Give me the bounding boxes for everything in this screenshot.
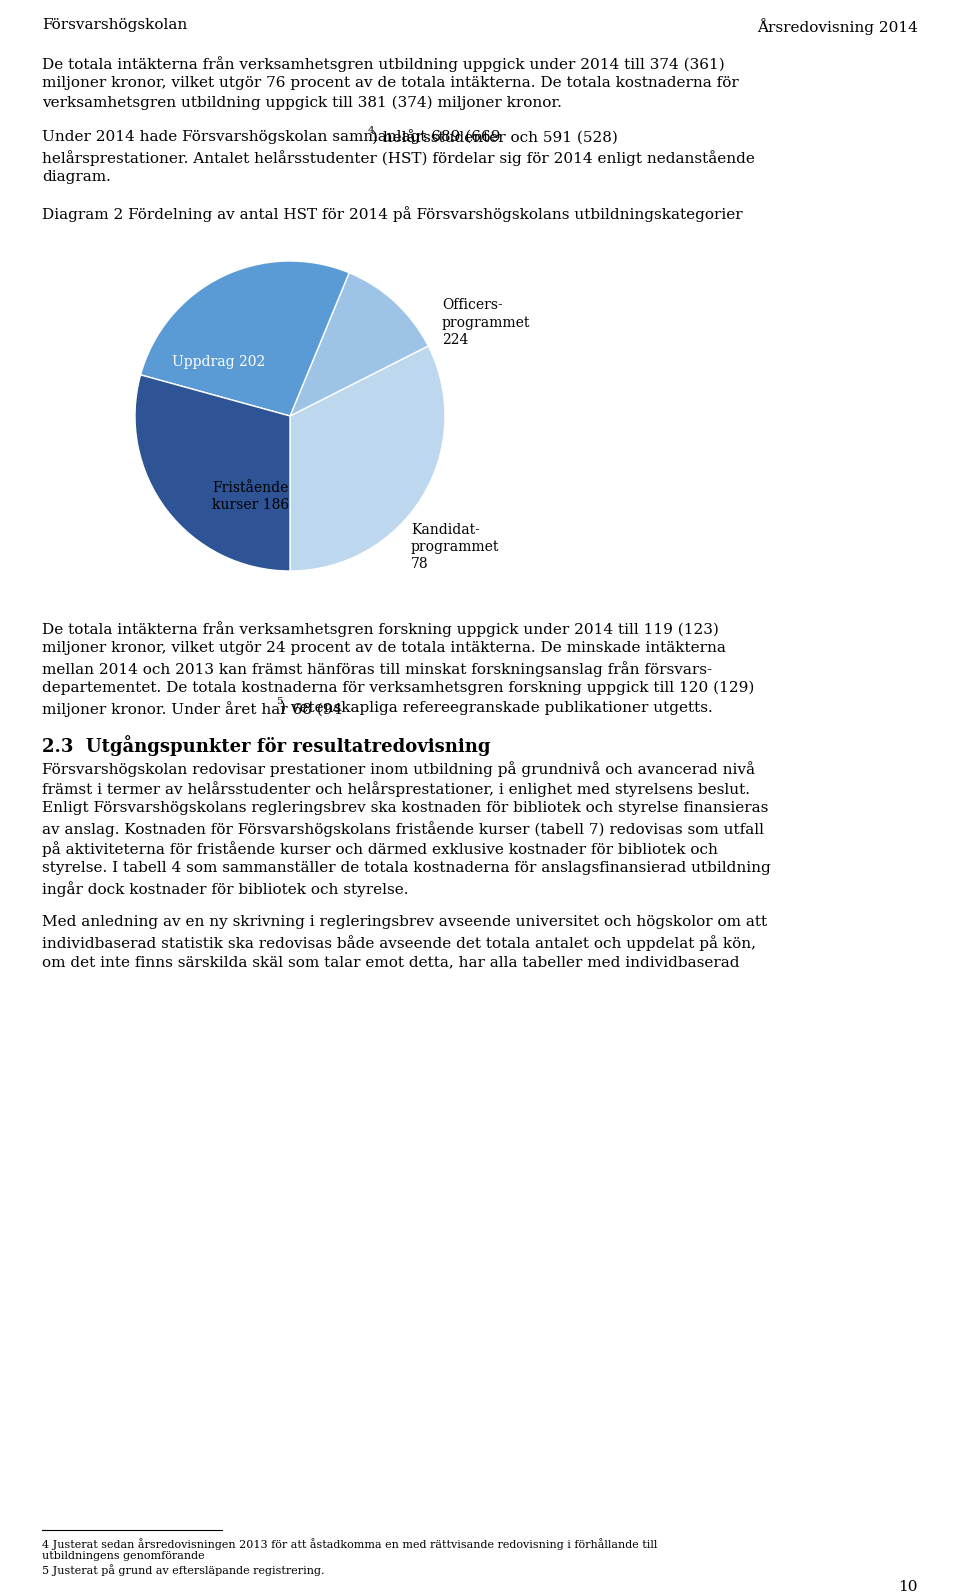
Text: Med anledning av en ny skrivning i regleringsbrev avseende universitet och högsk: Med anledning av en ny skrivning i regle… — [42, 915, 767, 929]
Text: verksamhetsgren utbildning uppgick till 381 (374) miljoner kronor.: verksamhetsgren utbildning uppgick till … — [42, 96, 562, 110]
Wedge shape — [140, 262, 349, 417]
Text: 5 Justerat på grund av eftersläpande registrering.: 5 Justerat på grund av eftersläpande reg… — [42, 1564, 324, 1575]
Text: styrelse. I tabell 4 som sammanställer de totala kostnaderna för anslagsfinansie: styrelse. I tabell 4 som sammanställer d… — [42, 860, 771, 875]
Text: miljoner kronor, vilket utgör 76 procent av de totala intäkterna. De totala kost: miljoner kronor, vilket utgör 76 procent… — [42, 77, 739, 89]
Text: om det inte finns särskilda skäl som talar emot detta, har alla tabeller med ind: om det inte finns särskilda skäl som tal… — [42, 954, 739, 969]
Text: 2.3  Utgångspunkter för resultatredovisning: 2.3 Utgångspunkter för resultatredovisni… — [42, 736, 491, 757]
Text: helårsprestationer. Antalet helårsstudenter (HST) fördelar sig för 2014 enligt n: helårsprestationer. Antalet helårsstuden… — [42, 150, 755, 166]
Text: Kandidat-
programmet
78: Kandidat- programmet 78 — [411, 522, 499, 571]
Text: mellan 2014 och 2013 kan främst hänföras till minskat forskningsanslag från förs: mellan 2014 och 2013 kan främst hänföras… — [42, 661, 712, 677]
Text: ) vetenskapliga refereegranskade publikationer utgetts.: ) vetenskapliga refereegranskade publika… — [279, 701, 712, 715]
Text: Diagram 2 Fördelning av antal HST för 2014 på Försvarshögskolans utbildningskate: Diagram 2 Fördelning av antal HST för 20… — [42, 206, 743, 222]
Wedge shape — [290, 346, 445, 571]
Wedge shape — [135, 375, 290, 571]
Text: Fristående
kurser 186: Fristående kurser 186 — [212, 480, 289, 512]
Text: Enligt Försvarshögskolans regleringsbrev ska kostnaden för bibliotek och styrels: Enligt Försvarshögskolans regleringsbrev… — [42, 801, 768, 816]
Text: Uppdrag 202: Uppdrag 202 — [172, 354, 265, 369]
Text: 4 Justerat sedan årsredovisningen 2013 för att åstadkomma en med rättvisande red: 4 Justerat sedan årsredovisningen 2013 f… — [42, 1539, 658, 1550]
Text: av anslag. Kostnaden för Försvarshögskolans fristående kurser (tabell 7) redovis: av anslag. Kostnaden för Försvarshögskol… — [42, 820, 764, 836]
Text: diagram.: diagram. — [42, 171, 110, 184]
Text: på aktiviteterna för fristående kurser och därmed exklusive kostnader för biblio: på aktiviteterna för fristående kurser o… — [42, 841, 718, 857]
Wedge shape — [290, 273, 428, 417]
Text: ) helårsstudenter och 591 (528): ) helårsstudenter och 591 (528) — [372, 129, 618, 145]
Text: miljoner kronor. Under året har 68 (94: miljoner kronor. Under året har 68 (94 — [42, 701, 343, 717]
Text: De totala intäkterna från verksamhetsgren forskning uppgick under 2014 till 119 : De totala intäkterna från verksamhetsgre… — [42, 621, 719, 637]
Text: miljoner kronor, vilket utgör 24 procent av de totala intäkterna. De minskade in: miljoner kronor, vilket utgör 24 procent… — [42, 642, 726, 654]
Text: ingår dock kostnader för bibliotek och styrelse.: ingår dock kostnader för bibliotek och s… — [42, 881, 409, 897]
Text: individbaserad statistik ska redovisas både avseende det totala antalet och uppd: individbaserad statistik ska redovisas b… — [42, 935, 756, 951]
Text: De totala intäkterna från verksamhetsgren utbildning uppgick under 2014 till 374: De totala intäkterna från verksamhetsgre… — [42, 56, 725, 72]
Text: främst i termer av helårsstudenter och helårsprestationer, i enlighet med styrel: främst i termer av helårsstudenter och h… — [42, 780, 750, 796]
Text: Försvarshögskolan: Försvarshögskolan — [42, 18, 187, 32]
Text: Försvarshögskolan redovisar prestationer inom utbildning på grundnivå och avance: Försvarshögskolan redovisar prestationer… — [42, 761, 755, 777]
Text: 10: 10 — [899, 1580, 918, 1594]
Text: Under 2014 hade Försvarshögskolan sammanlagt 689 (669: Under 2014 hade Försvarshögskolan samman… — [42, 129, 500, 144]
Text: 4: 4 — [368, 126, 374, 136]
Text: Officers-
programmet
224: Officers- programmet 224 — [442, 298, 530, 346]
Text: 5: 5 — [276, 697, 282, 705]
Text: departementet. De totala kostnaderna för verksamhetsgren forskning uppgick till : departementet. De totala kostnaderna för… — [42, 681, 755, 696]
Text: Årsredovisning 2014: Årsredovisning 2014 — [757, 18, 918, 35]
Text: utbildningens genomförande: utbildningens genomförande — [42, 1551, 204, 1561]
